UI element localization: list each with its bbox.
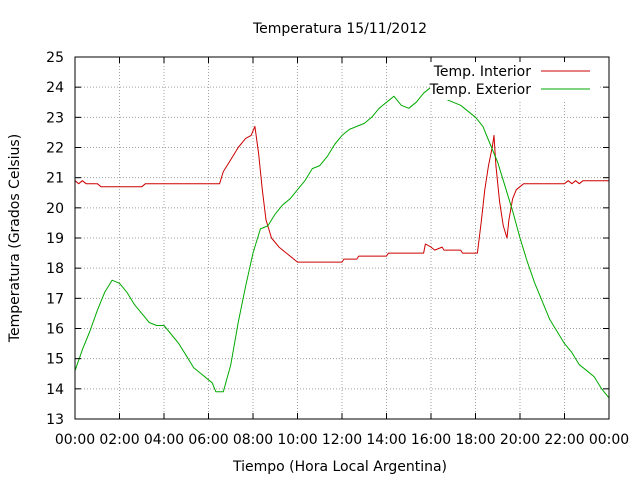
series-line-interior [74,125,609,263]
series-layer [74,83,610,399]
y-tick-label: 14 [46,382,64,398]
x-tick-label: 20:00 [500,432,540,448]
legend-background [430,62,600,100]
chart-title: Temperatura 15/11/2012 [252,21,427,37]
x-tick-label: 00:00 [55,432,95,448]
y-axis-label: Temperatura (Grados Celsius) [7,134,23,343]
y-tick-label: 23 [46,110,64,126]
y-tick-label: 15 [46,352,64,368]
y-tick-label: 20 [46,201,64,217]
x-tick-label: 18:00 [455,432,495,448]
legend: Temp. Interior Temp. Exterior [429,62,600,100]
y-tick-label: 25 [46,50,64,66]
y-tick-labels: 13 14 15 16 17 18 19 20 21 22 23 24 25 [46,50,64,428]
x-tick-label: 10:00 [277,432,317,448]
legend-label-exterior: Temp. Exterior [429,82,532,98]
x-tick-label: 02:00 [99,432,139,448]
x-tick-label: 16:00 [411,432,451,448]
legend-label-interior: Temp. Interior [433,64,532,80]
x-tick-labels: 00:00 02:00 04:00 06:00 08:00 10:00 12:00 14:00… [55,432,629,448]
x-tick-label: 22:00 [544,432,584,448]
y-tick-label: 24 [46,80,64,96]
y-tick-label: 18 [46,261,64,277]
x-tick-label: 14:00 [366,432,406,448]
y-tick-label: 19 [46,231,64,247]
y-tick-label: 21 [46,171,64,187]
y-tick-label: 22 [46,141,64,157]
x-tick-label: 06:00 [188,432,228,448]
x-tick-label: 04:00 [144,432,184,448]
x-tick-label: 12:00 [322,432,362,448]
x-tick-label: 00:00 [589,432,629,448]
x-axis-label: Tiempo (Hora Local Argentina) [232,459,447,475]
series-line-exterior [74,83,610,399]
y-tick-label: 17 [46,291,64,307]
x-tick-label: 08:00 [233,432,273,448]
y-tick-label: 13 [46,412,64,428]
y-tick-label: 16 [46,322,64,338]
